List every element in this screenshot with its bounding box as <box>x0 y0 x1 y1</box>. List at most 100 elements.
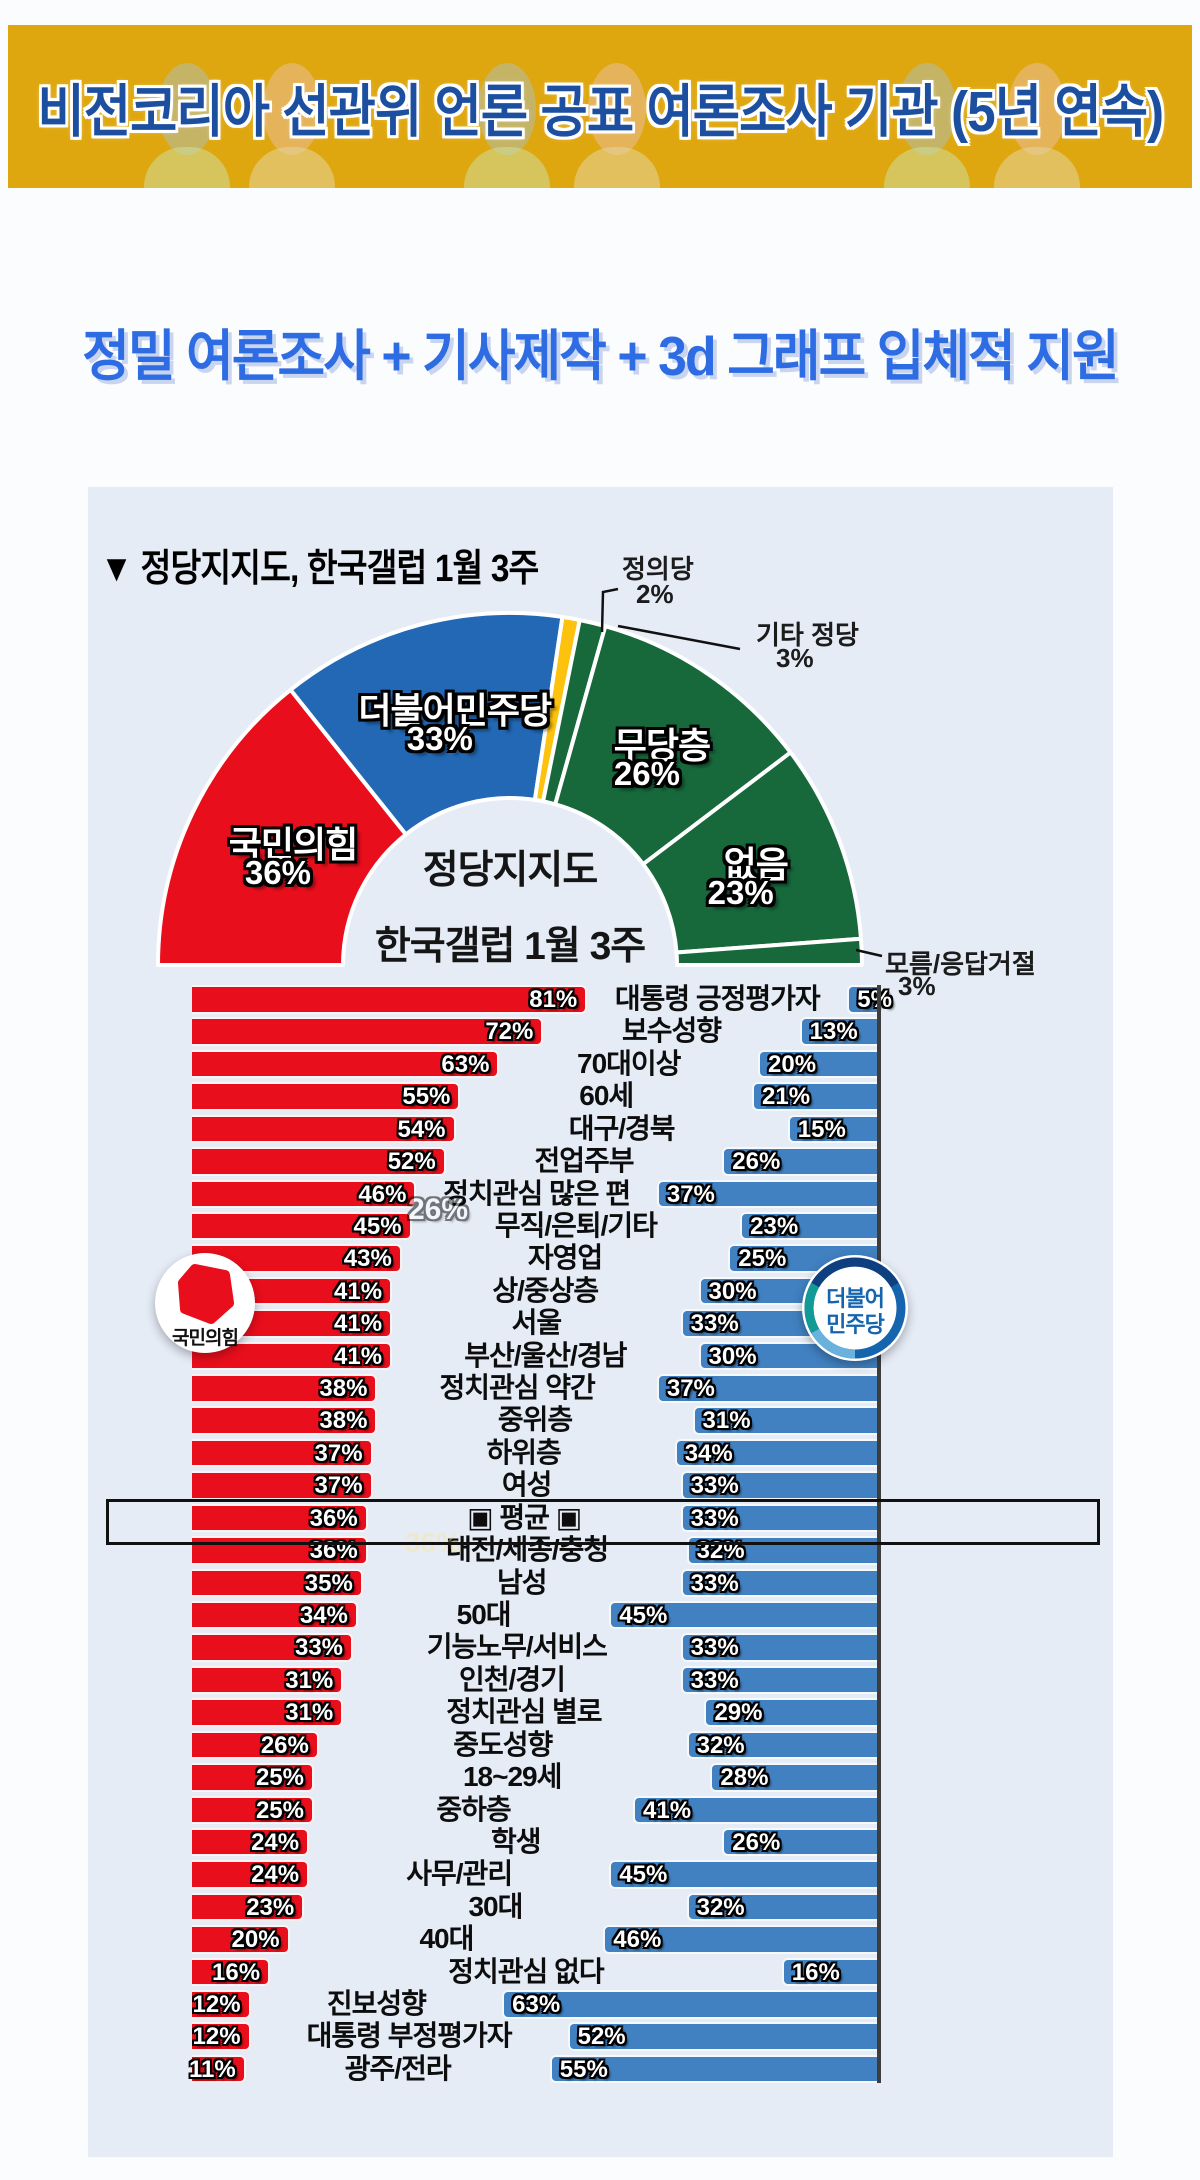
callout-label-value: 2% <box>636 579 674 609</box>
callout-label-name: 모름/응답거절 <box>885 949 1036 979</box>
left-bar-value: 55% <box>402 1083 451 1111</box>
left-bar: 37% <box>192 1438 373 1468</box>
average-row-highlight-box <box>106 1499 1100 1545</box>
right-bar: 31% <box>692 1406 877 1435</box>
right-bar-value: 26% <box>732 1828 781 1856</box>
right-bar-value: 33% <box>690 1472 739 1500</box>
left-bar-value: 41% <box>334 1277 383 1305</box>
callout-line <box>600 587 619 633</box>
bar-category: 중하층 <box>436 1793 511 1825</box>
left-bar: 36% <box>192 1503 368 1533</box>
left-bar: 31% <box>192 1665 344 1695</box>
right-bar-value: 45% <box>619 1601 668 1629</box>
left-bar-value: 41% <box>334 1310 383 1338</box>
right-bar-value: 31% <box>702 1407 751 1435</box>
right-bar-value: 46% <box>613 1926 662 1954</box>
donut-segment-6 <box>674 936 864 967</box>
top-banner: 비전코리아 선관위 언론 공표 여론조사 기관 (5년 연속) <box>8 25 1192 188</box>
bar-category: 대통령 부정평가자 <box>306 2020 513 2052</box>
right-bar: 33% <box>680 1503 877 1533</box>
right-bar: 13% <box>799 1017 877 1046</box>
bar-category: 하위층 <box>486 1436 561 1468</box>
left-bar: 31% <box>192 1698 344 1727</box>
donut-segment-value: 36% <box>244 853 311 891</box>
left-bar-value: 20% <box>231 1926 280 1954</box>
bar-category: 정치관심 많은 편 <box>443 1177 631 1209</box>
left-bar: 35% <box>192 1568 363 1598</box>
bar-category: 대구/경북 <box>568 1112 676 1144</box>
right-bar: 33% <box>680 1471 877 1500</box>
right-bar-value: 34% <box>684 1439 733 1467</box>
right-bar: 46% <box>603 1925 877 1954</box>
left-bar: 54% <box>192 1114 456 1144</box>
ppp-badge-label: 국민의힘 <box>172 1328 239 1349</box>
left-bar-value: 81% <box>529 986 578 1013</box>
person-silhouette-head <box>158 63 216 155</box>
right-bar-value: 33% <box>690 1569 739 1597</box>
left-bar-value: 24% <box>251 1861 300 1889</box>
right-bar: 16% <box>781 1957 877 1987</box>
right-bar-value: 28% <box>720 1764 769 1792</box>
left-bar-value: 41% <box>334 1342 383 1370</box>
left-bar: 33% <box>192 1633 354 1662</box>
right-bar: 37% <box>656 1179 877 1209</box>
left-bar-value: 38% <box>319 1407 368 1435</box>
person-silhouette-body <box>574 147 660 188</box>
dpk-party-badge: 더불어 민주당 <box>802 1255 908 1361</box>
left-bar: 25% <box>192 1763 314 1792</box>
left-bar-value: 36% <box>309 1504 358 1532</box>
bar-category: 여성 <box>501 1469 553 1501</box>
right-bar-value: 20% <box>768 1050 817 1078</box>
person-silhouette-body <box>464 147 550 188</box>
right-bar-value: 33% <box>690 1634 739 1662</box>
page-subtitle: 정밀 여론조사 + 기사제작 + 3d 그래프 입체적 지원 <box>82 325 1119 387</box>
bar-category: 40대 <box>419 1923 474 1955</box>
right-bar: 21% <box>752 1082 877 1111</box>
right-bar: 26% <box>722 1827 877 1857</box>
right-bar-value: 63% <box>512 1991 561 2019</box>
left-bar-value: 24% <box>251 1828 300 1856</box>
right-axis-baseline <box>877 985 881 2084</box>
left-bar: 55% <box>192 1082 461 1111</box>
bar-category: 60세 <box>579 1080 634 1112</box>
right-bar-value: 41% <box>643 1796 692 1824</box>
right-bar: 45% <box>609 1600 877 1630</box>
right-bar-value: 30% <box>708 1342 757 1370</box>
left-bar: 16% <box>192 1957 271 1987</box>
party-support-donut-chart <box>156 587 883 967</box>
bar-category: 인천/경기 <box>459 1663 566 1695</box>
right-bar-value: 52% <box>577 2023 626 2051</box>
left-bar: 11% <box>189 2054 246 2084</box>
right-bar: 41% <box>633 1795 877 1824</box>
left-bar-value: 12% <box>192 1991 241 2019</box>
left-bar: 63% <box>192 1049 500 1079</box>
left-bar-value: 37% <box>314 1439 363 1467</box>
right-bar: 63% <box>502 1990 877 2019</box>
left-bar: 52% <box>192 1147 446 1176</box>
bar-category: 50대 <box>456 1598 512 1630</box>
right-bar-value: 26% <box>732 1148 781 1176</box>
right-bar: 15% <box>787 1114 877 1144</box>
donut-segment-value: 33% <box>406 719 473 757</box>
donut-segment-value: 23% <box>707 873 774 911</box>
left-bar-value: 63% <box>441 1050 490 1078</box>
right-bar-value: 33% <box>690 1310 739 1338</box>
right-bar-value: 32% <box>696 1537 745 1565</box>
left-bar-value: 72% <box>485 1018 534 1046</box>
right-bar-value: 32% <box>696 1731 745 1759</box>
left-bar-value: 38% <box>319 1375 368 1403</box>
left-bar: 38% <box>192 1374 378 1403</box>
left-bar: 24% <box>192 1860 310 1889</box>
ghost-artifact-26: 26% <box>407 1193 469 1226</box>
left-bar-value: 52% <box>387 1148 436 1176</box>
callout-label-value: 3% <box>776 643 814 673</box>
right-bar: 45% <box>609 1860 877 1889</box>
right-bar: 37% <box>656 1374 877 1403</box>
right-bar: 32% <box>686 1892 877 1922</box>
right-bar: 33% <box>680 1568 877 1598</box>
bar-category: 무직/은퇴/기타 <box>494 1209 658 1241</box>
donut-segment-name: 더불어민주당 <box>358 689 552 731</box>
bar-category: 보수성향 <box>621 1015 722 1047</box>
left-bar: 12% <box>192 1990 251 2019</box>
bar-category: 기능노무/서비스 <box>426 1631 608 1663</box>
